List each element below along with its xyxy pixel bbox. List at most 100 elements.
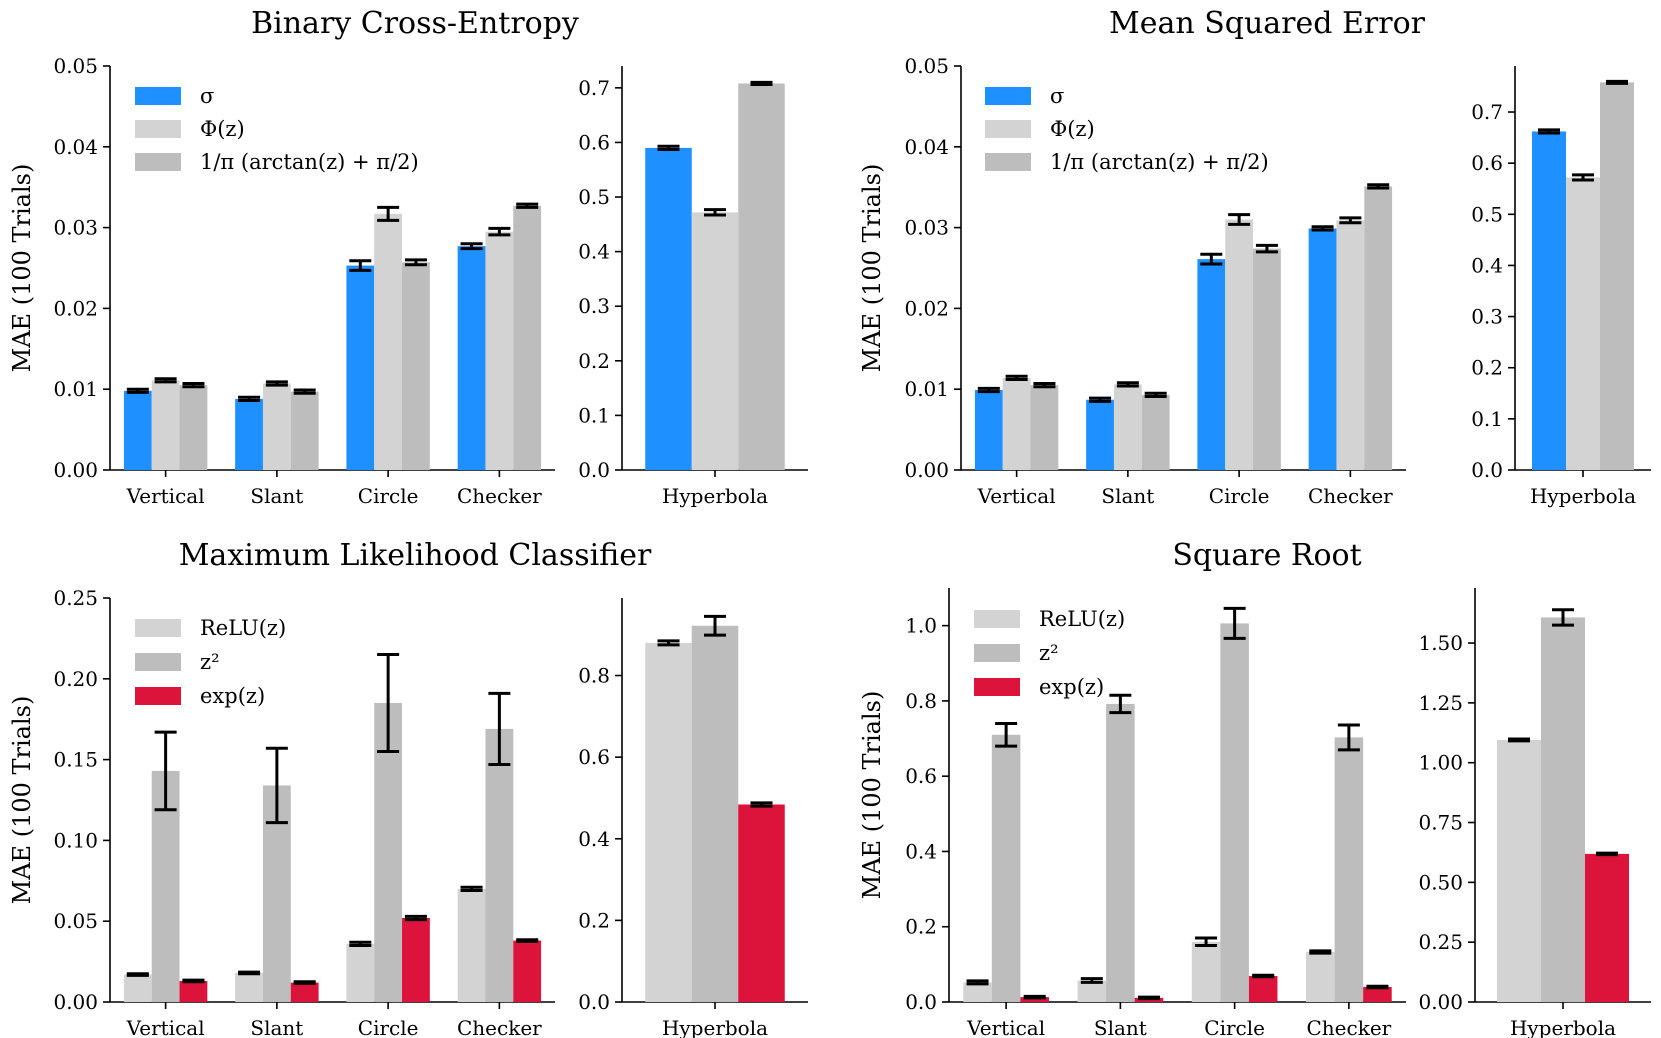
legend-swatch [135, 87, 181, 105]
chart-title: Square Root [1172, 538, 1361, 573]
y-tick-label: 0.0 [578, 990, 610, 1014]
bar [179, 385, 208, 470]
legend-swatch [135, 120, 181, 138]
y-tick-label: 0.20 [53, 667, 98, 691]
chart-title: Binary Cross-Entropy [251, 6, 579, 41]
x-tick-label: Hyperbola [1510, 1016, 1616, 1038]
bar [374, 213, 403, 470]
y-tick-label: 0.7 [1471, 100, 1503, 124]
bar [1077, 980, 1107, 1002]
y-tick-label: 0.2 [905, 915, 937, 939]
bar [991, 734, 1021, 1002]
y-tick-label: 0.4 [1471, 253, 1503, 277]
bar [485, 728, 514, 1002]
y-tick-label: 0.03 [53, 216, 98, 240]
bar [1532, 131, 1566, 470]
legend-label: Φ(z) [1050, 117, 1095, 141]
bar [290, 982, 319, 1002]
legend-label: 1/π (arctan(z) + π/2) [1050, 150, 1269, 174]
y-axis-label: MAE (100 Trials) [8, 696, 36, 905]
bar [346, 943, 375, 1002]
x-tick-label: Circle [358, 1016, 419, 1038]
y-tick-label: 0.03 [904, 216, 949, 240]
chart-3: Maximum Likelihood Classifier 0.00 0.05 0.1… [8, 538, 808, 1038]
left-panel: 0.00 0.01 0.02 0.03 0.04 0.05 MAE (100 Trials)… [858, 54, 1406, 508]
x-tick-label: Checker [1308, 484, 1393, 508]
bar [457, 888, 486, 1002]
y-tick-label: 0.02 [53, 296, 98, 320]
y-tick-label: 0.5 [578, 185, 610, 209]
bar [1086, 399, 1114, 470]
y-axis-label: MAE (100 Trials) [8, 164, 36, 373]
legend-label: σ [1050, 84, 1064, 108]
y-tick-label: 1.0 [905, 614, 937, 638]
y-tick-label: 0.0 [1471, 458, 1503, 482]
legend-label: Φ(z) [200, 117, 245, 141]
y-tick-label: 0.01 [53, 377, 98, 401]
left-panel: 0.0 0.2 0.4 0.6 0.8 1.0 MAE (100 Trials) Vertic… [858, 588, 1406, 1038]
y-tick-label: 0.6 [578, 130, 610, 154]
y-tick-label: 0.2 [578, 908, 610, 932]
legend: σ Φ(z) 1/π (arctan(z) + π/2) [985, 84, 1269, 174]
x-tick-label: Slant [1094, 1016, 1147, 1038]
bar [1363, 986, 1392, 1002]
y-tick-label: 0.00 [1418, 990, 1463, 1014]
x-tick-label: Circle [1209, 484, 1270, 508]
y-tick-label: 0.7 [578, 76, 610, 100]
y-tick-label: 0.04 [904, 135, 949, 159]
legend-label: exp(z) [200, 684, 265, 708]
bar [1113, 384, 1142, 470]
bar [402, 262, 430, 470]
y-tick-label: 0.1 [578, 403, 610, 427]
x-tick-label: Slant [250, 484, 303, 508]
bar [290, 391, 319, 470]
legend-label: z² [1039, 641, 1058, 665]
bar [179, 980, 208, 1002]
bar [513, 940, 542, 1002]
legend-swatch [985, 120, 1031, 138]
legend-swatch [135, 687, 181, 705]
y-tick-label: 0.50 [1418, 870, 1463, 894]
y-tick-label: 0.05 [53, 54, 98, 78]
y-axis-label: MAE (100 Trials) [858, 164, 886, 373]
bar [738, 83, 785, 470]
bar [738, 804, 785, 1002]
bar [1020, 997, 1049, 1002]
y-tick-label: 0.01 [904, 377, 949, 401]
legend-swatch [135, 619, 181, 637]
legend: ReLU(z) z² exp(z) [974, 607, 1125, 699]
legend-label: ReLU(z) [200, 616, 286, 640]
legend-label: z² [200, 650, 219, 674]
left-panel: 0.00 0.01 0.02 0.03 0.04 0.05 MAE (100 Trials)… [8, 54, 555, 508]
bar [1002, 377, 1031, 470]
legend-swatch [974, 678, 1020, 696]
legend-swatch [135, 653, 181, 671]
x-tick-label: Circle [1204, 1016, 1265, 1038]
x-tick-label: Checker [1307, 1016, 1392, 1038]
x-tick-label: Hyperbola [662, 484, 768, 508]
y-tick-label: 0.8 [905, 689, 937, 713]
bar [1106, 703, 1135, 1002]
y-tick-label: 0.25 [53, 586, 98, 610]
y-tick-label: 0.05 [904, 54, 949, 78]
legend-swatch [974, 610, 1020, 628]
y-tick-label: 0.4 [905, 839, 937, 863]
bar [151, 380, 180, 470]
y-tick-label: 0.6 [905, 764, 937, 788]
y-tick-label: 0.4 [578, 827, 610, 851]
y-tick-label: 1.50 [1418, 631, 1463, 655]
legend-swatch [974, 644, 1020, 662]
chart-2: Mean Squared Error0.000.010.020.030.040.… [858, 6, 1651, 508]
bar [1364, 186, 1393, 470]
bar [457, 246, 486, 470]
legend-label: ReLU(z) [1039, 607, 1125, 631]
x-tick-label: Hyperbola [662, 1016, 768, 1038]
right-panel: 0.0 0.2 0.4 0.6 0.8 Hyperbola [578, 598, 808, 1038]
y-tick-label: 1.25 [1418, 691, 1463, 715]
chart-4: Square Root 0.0 0.2 0.4 0.6 0.8 1.0 MAE (100 Tr… [858, 538, 1651, 1038]
y-tick-label: 0.75 [1418, 811, 1463, 835]
bar [1541, 617, 1585, 1002]
x-tick-label: Slant [1101, 484, 1154, 508]
bar [1225, 219, 1254, 470]
bar [123, 390, 152, 470]
